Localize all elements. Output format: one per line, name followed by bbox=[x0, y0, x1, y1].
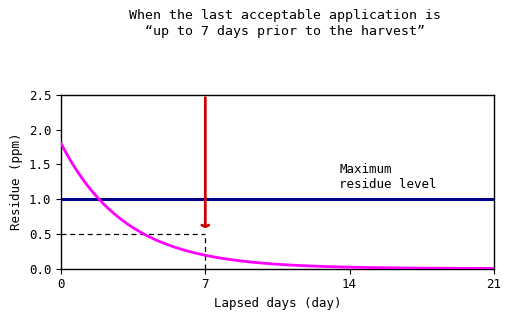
Y-axis label: Residue (ppm): Residue (ppm) bbox=[10, 133, 23, 230]
X-axis label: Lapsed days (day): Lapsed days (day) bbox=[214, 297, 341, 310]
Text: Maximum
residue level: Maximum residue level bbox=[339, 163, 437, 191]
Text: When the last acceptable application is
“up to 7 days prior to the harvest”: When the last acceptable application is … bbox=[129, 9, 441, 39]
